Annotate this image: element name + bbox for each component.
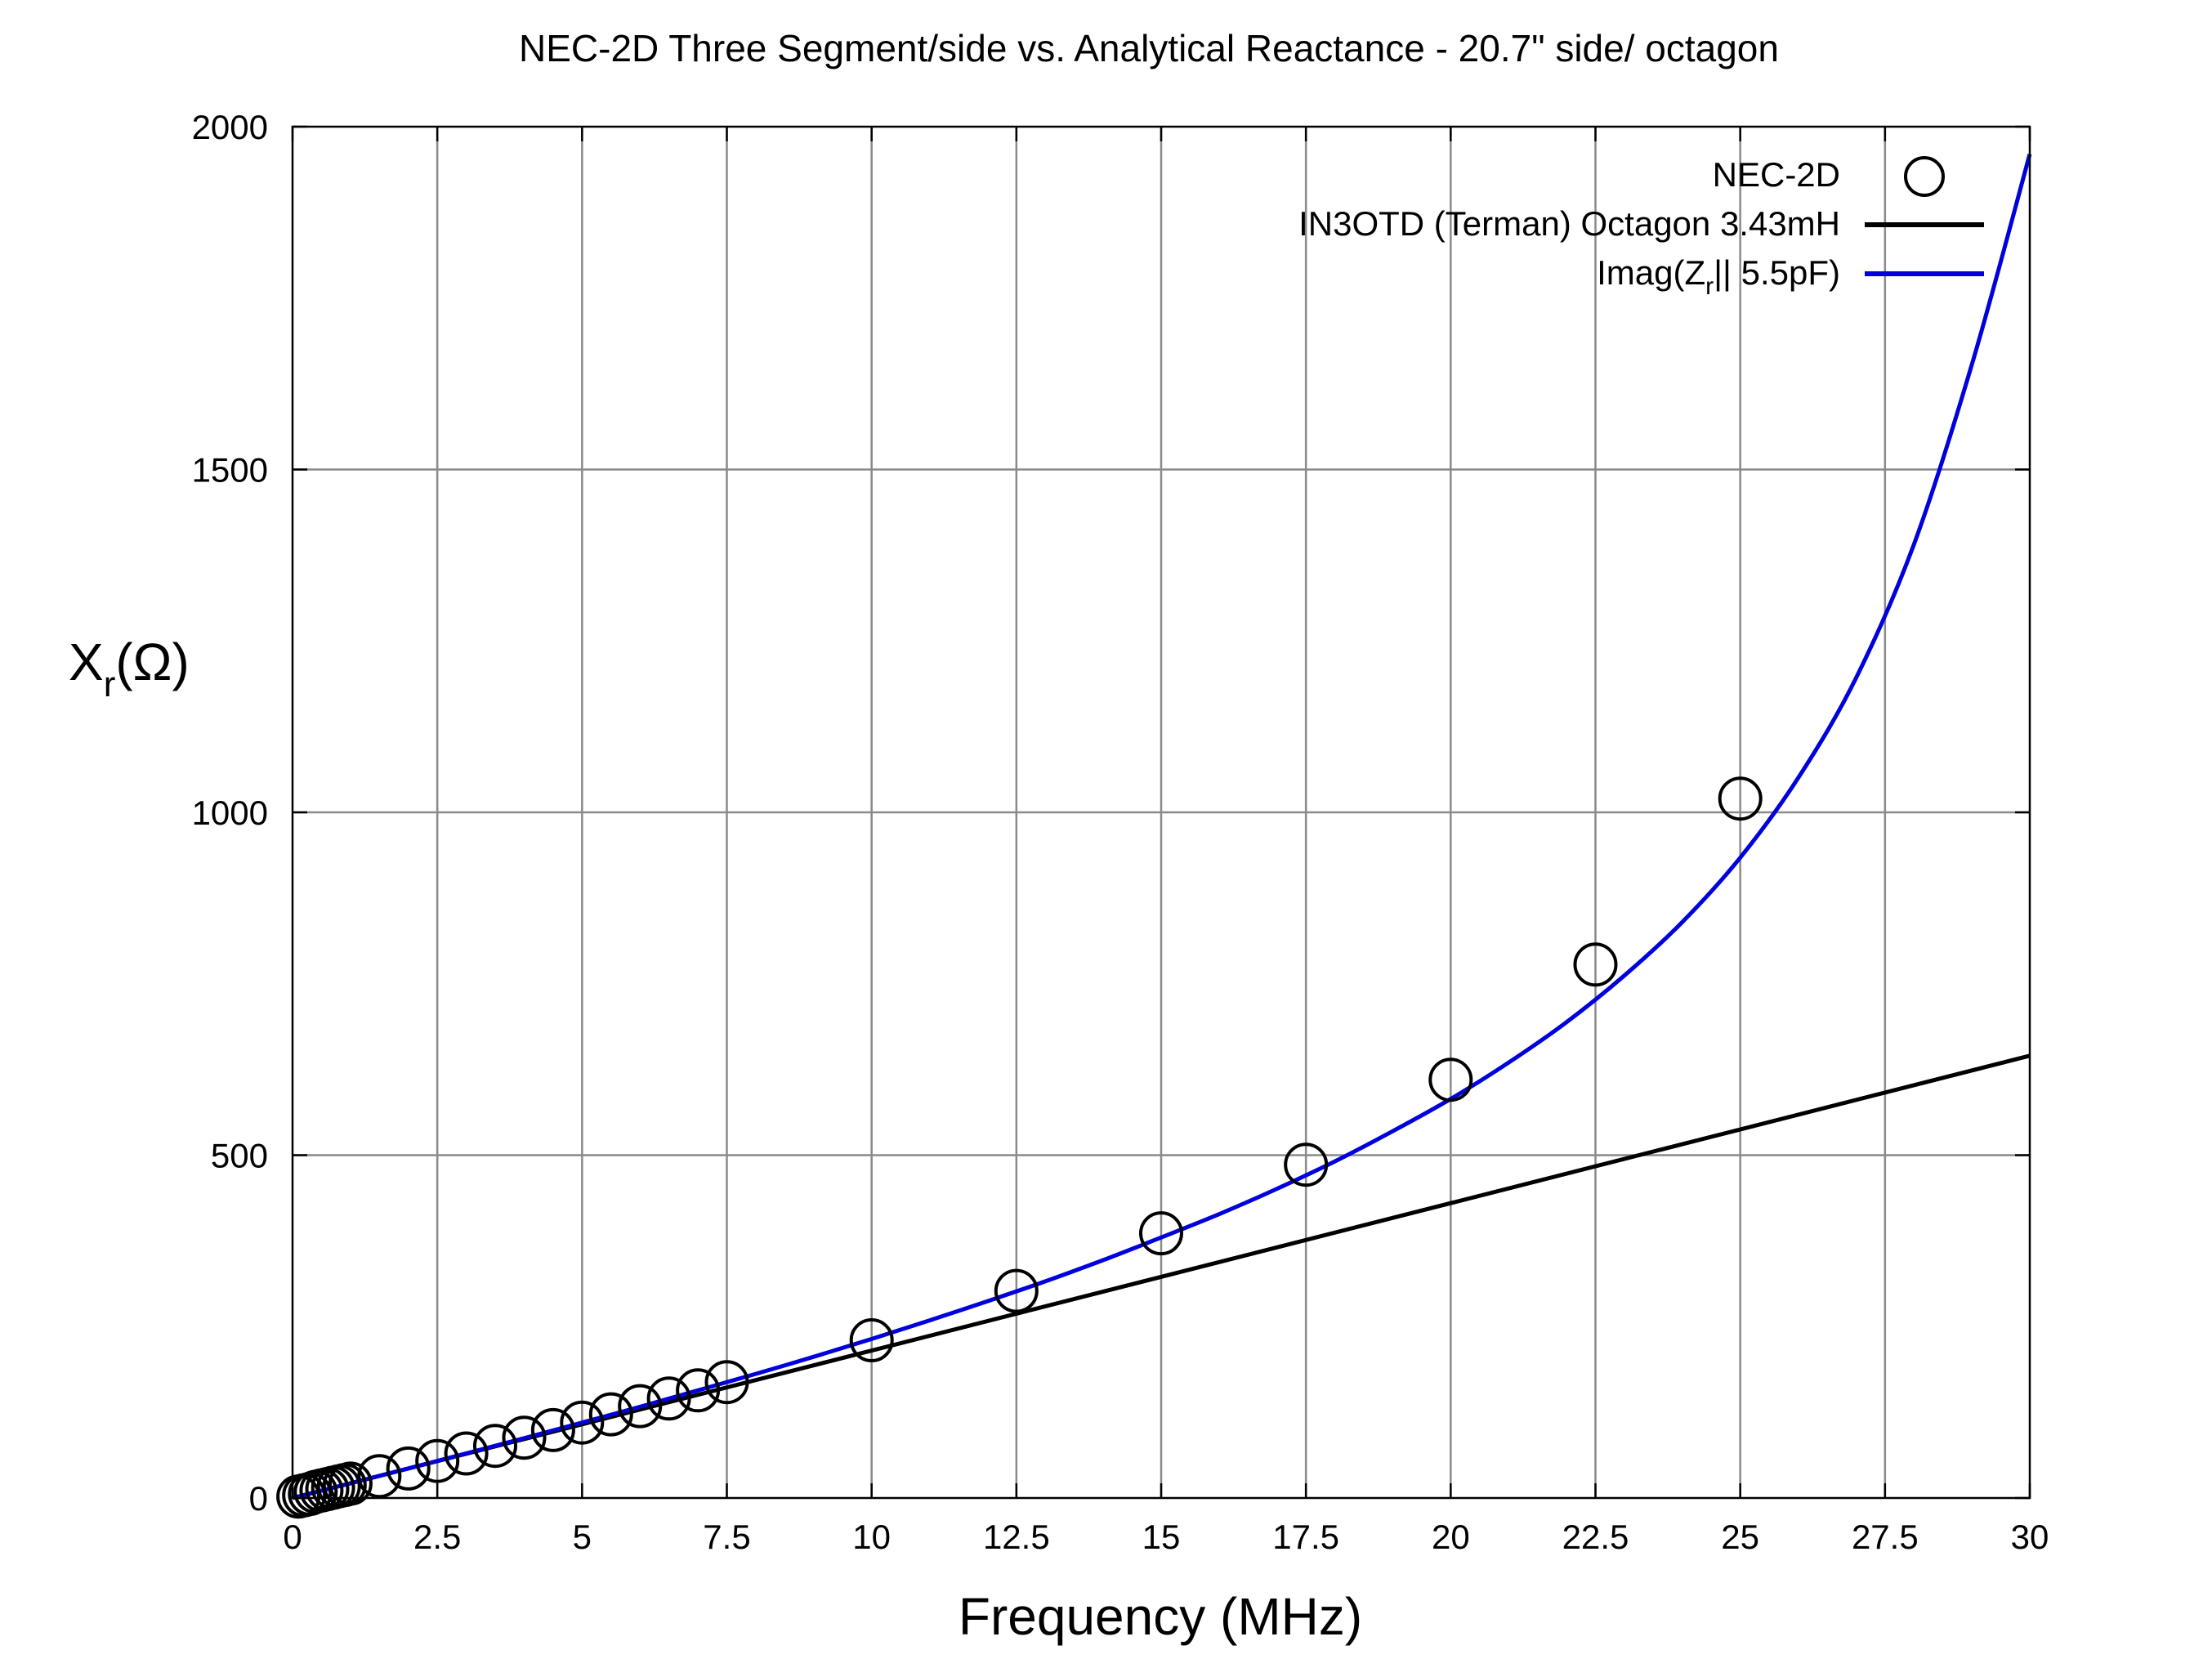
- x-tick-label: 5: [573, 1518, 592, 1556]
- x-tick-label: 25: [1721, 1518, 1759, 1556]
- y-tick-label: 2000: [192, 108, 268, 146]
- nec2d-point: [386, 1446, 431, 1491]
- x-tick-label: 10: [852, 1518, 891, 1556]
- y-tick-labels: 0 500 1000 1500 2000: [192, 108, 268, 1518]
- nec2d-point: [849, 1318, 894, 1362]
- nec2d-point: [357, 1454, 402, 1499]
- nec2d-point: [1573, 942, 1618, 987]
- x-tick-label: 27.5: [1852, 1518, 1919, 1556]
- nec2d-point: [994, 1268, 1039, 1313]
- nec2d-points: [276, 776, 1763, 1519]
- x-tick-label: 12.5: [983, 1518, 1050, 1556]
- x-tick-label: 17.5: [1272, 1518, 1339, 1556]
- y-tick-label: 500: [211, 1137, 268, 1175]
- x-tick-labels: 0 2.5 5 7.5 10 12.5 15 17.5 20 22.5 25 27.5 30: [283, 1518, 2049, 1556]
- y-axis-label: Xr(Ω): [69, 633, 190, 704]
- legend-marker-nec2d: [1904, 156, 1945, 197]
- nec2d-point: [1139, 1211, 1183, 1256]
- nec2d-point: [704, 1360, 749, 1405]
- x-tick-label: 2.5: [413, 1518, 461, 1556]
- nec2d-point: [473, 1424, 517, 1469]
- nec2d-point: [1718, 776, 1763, 821]
- plot-frame: [291, 125, 2031, 1500]
- y-tick-label: 0: [249, 1479, 268, 1518]
- grid-lines: [293, 127, 2030, 1498]
- legend-label-nec2d: NEC-2D: [1713, 155, 1840, 194]
- nec2d-point: [1428, 1058, 1473, 1102]
- legend-label-terman: IN3OTD (Terman) Octagon 3.43mH: [1298, 204, 1840, 243]
- series-lines: [292, 153, 2032, 1500]
- x-tick-label: 30: [2011, 1518, 2049, 1556]
- x-tick-label: 15: [1142, 1518, 1181, 1556]
- x-tick-label: 20: [1432, 1518, 1470, 1556]
- legend-label-imag: Imag(Zr|| 5.5pF): [1597, 253, 1840, 300]
- nec2d-point: [1284, 1143, 1329, 1187]
- chart-title: NEC-2D Three Segment/side vs. Analytical…: [519, 27, 1779, 69]
- nec2d-point: [588, 1392, 633, 1437]
- nec2d-point: [444, 1431, 489, 1476]
- x-tick-label: 0: [283, 1518, 302, 1556]
- nec2d-point: [328, 1461, 373, 1506]
- nec2d-point: [646, 1376, 691, 1421]
- nec2d-point: [415, 1438, 460, 1483]
- y-tick-label: 1500: [192, 451, 268, 490]
- x-axis-label: Frequency (MHz): [959, 1587, 1362, 1646]
- legend: NEC-2D IN3OTD (Terman) Octagon 3.43mH Im…: [1298, 155, 1984, 300]
- nec2d-point: [560, 1400, 605, 1445]
- nec2d-point: [530, 1407, 575, 1452]
- y-tick-label: 1000: [192, 794, 268, 832]
- nec2d-point: [502, 1415, 547, 1460]
- x-tick-label: 22.5: [1562, 1518, 1629, 1556]
- nec2d-point: [618, 1384, 663, 1429]
- nec2d-point: [676, 1368, 721, 1413]
- x-tick-label: 7.5: [703, 1518, 750, 1556]
- series-line-imag: [292, 153, 2032, 1500]
